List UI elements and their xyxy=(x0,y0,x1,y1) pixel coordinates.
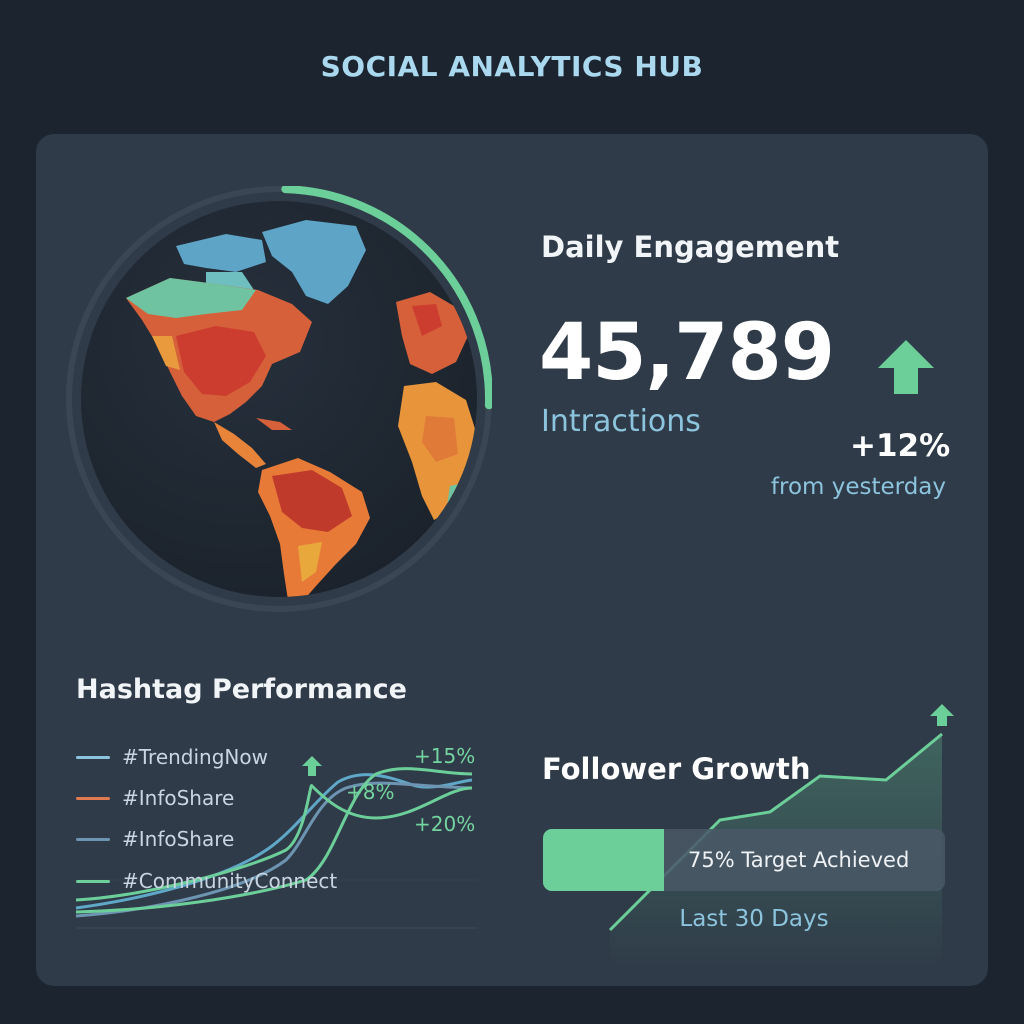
legend-item: #InfoShare xyxy=(76,783,234,813)
follower-growth-title: Follower Growth xyxy=(542,752,811,786)
legend-item: #CommunityConnect xyxy=(76,866,337,896)
target-progress-bar: 75% Target Achieved xyxy=(543,829,945,891)
legend-swatch xyxy=(76,796,110,800)
hashtag-pct-label: +20% xyxy=(414,812,476,836)
progress-label: 75% Target Achieved xyxy=(688,848,910,872)
app-title: SOCIAL ANALYTICS HUB xyxy=(320,50,704,83)
legend-item: #InfoShare xyxy=(76,824,234,854)
growth-period: Last 30 Days xyxy=(679,906,829,932)
hashtag-performance-title: Hashtag Performance xyxy=(76,674,407,705)
up-arrow-icon xyxy=(876,338,936,396)
hashtag-line-chart xyxy=(75,740,478,930)
hashtag-pct-label: +8% xyxy=(346,780,395,804)
globe-progress-arc xyxy=(281,186,492,410)
engagement-change: +12% xyxy=(850,428,951,464)
hashtag-pct-label: +15% xyxy=(414,744,476,768)
world-map-heat-globe-icon xyxy=(66,186,492,612)
legend-label: #InfoShare xyxy=(122,786,235,810)
legend-label: #CommunityConnect xyxy=(122,869,338,893)
legend-label: #TrendingNow xyxy=(122,745,268,769)
growth-up-arrow-icon xyxy=(930,704,954,726)
legend-label: #InfoShare xyxy=(122,827,235,851)
legend-swatch xyxy=(76,755,110,759)
progress-fill xyxy=(543,829,664,891)
engagement-value: 45,789 xyxy=(539,308,835,398)
hashtag-line-communityconnect xyxy=(75,767,473,914)
engagement-unit: Intractions xyxy=(541,404,701,439)
legend-item: #TrendingNow xyxy=(76,742,268,772)
hashtag-chart-svg xyxy=(75,756,478,929)
hashtag-line-infoshare-blue xyxy=(75,784,473,902)
legend-swatch xyxy=(76,879,110,883)
engagement-change-caption: from yesterday xyxy=(770,474,946,500)
hashtag-up-arrow-icon xyxy=(302,756,322,776)
engagement-title: Daily Engagement xyxy=(541,230,840,264)
legend-swatch xyxy=(76,837,110,841)
engagement-globe xyxy=(66,186,492,612)
hashtag-line-infoshare-orange xyxy=(75,781,473,918)
